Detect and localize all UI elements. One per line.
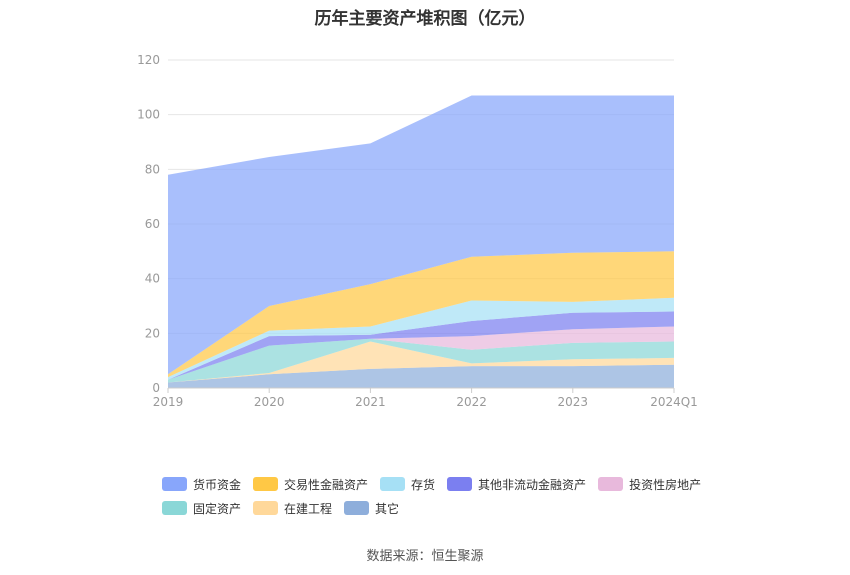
legend-label: 交易性金融资产 xyxy=(284,477,369,492)
legend-swatch xyxy=(253,501,279,515)
legend-swatch xyxy=(598,477,624,491)
legend-label: 在建工程 xyxy=(284,501,333,516)
area-series xyxy=(168,251,674,378)
legend-label: 其他非流动金融资产 xyxy=(478,477,587,492)
area-series xyxy=(168,364,674,388)
y-tick-label: 0 xyxy=(152,381,160,395)
y-tick-label: 100 xyxy=(137,108,160,122)
legend-label: 存货 xyxy=(411,477,436,492)
legend: 货币资金 交易性金融资产 存货 其他非流动金融资产 投资性房地产 固定资产 在建工程 其它 xyxy=(162,472,722,520)
area-series xyxy=(168,338,674,383)
legend-item[interactable]: 货币资金 xyxy=(162,476,241,493)
x-tick-label: 2023 xyxy=(558,395,589,409)
area-series xyxy=(168,95,674,375)
y-tick-label: 120 xyxy=(137,53,160,67)
legend-swatch xyxy=(253,477,279,491)
legend-row: 固定资产 在建工程 其它 xyxy=(162,496,722,520)
area-series xyxy=(168,341,674,383)
legend-item[interactable]: 固定资产 xyxy=(162,500,241,517)
legend-label: 固定资产 xyxy=(193,501,242,516)
legend-swatch xyxy=(344,501,370,515)
y-tick-label: 80 xyxy=(145,162,160,176)
legend-swatch xyxy=(380,477,406,491)
legend-item[interactable]: 在建工程 xyxy=(253,500,332,517)
y-tick-label: 20 xyxy=(145,326,160,340)
x-tick-label: 2021 xyxy=(355,395,386,409)
legend-item[interactable]: 其它 xyxy=(344,500,399,517)
legend-label: 其它 xyxy=(375,501,400,516)
legend-swatch xyxy=(162,501,187,515)
source-note: 数据来源：恒生聚源 xyxy=(366,549,484,564)
legend-item[interactable]: 存货 xyxy=(380,476,435,493)
area-series xyxy=(168,326,674,380)
area-series xyxy=(168,311,674,380)
legend-label: 投资性房地产 xyxy=(629,477,702,492)
chart-title: 历年主要资产堆积图（亿元） xyxy=(314,9,536,29)
legend-row: 货币资金 交易性金融资产 存货 其他非流动金融资产 投资性房地产 xyxy=(162,472,722,496)
x-tick-label: 2020 xyxy=(254,395,285,409)
legend-item[interactable]: 交易性金融资产 xyxy=(253,476,368,493)
legend-swatch xyxy=(162,477,187,491)
x-tick-label: 2019 xyxy=(153,395,184,409)
legend-swatch xyxy=(447,477,473,491)
legend-item[interactable]: 其他非流动金融资产 xyxy=(447,476,586,493)
x-tick-label: 2022 xyxy=(456,395,487,409)
area-series xyxy=(168,297,674,380)
legend-label: 货币资金 xyxy=(193,477,242,492)
x-tick-label: 2024Q1 xyxy=(650,395,698,409)
y-tick-label: 40 xyxy=(145,272,160,286)
y-tick-label: 60 xyxy=(145,217,160,231)
legend-item[interactable]: 投资性房地产 xyxy=(598,476,701,493)
